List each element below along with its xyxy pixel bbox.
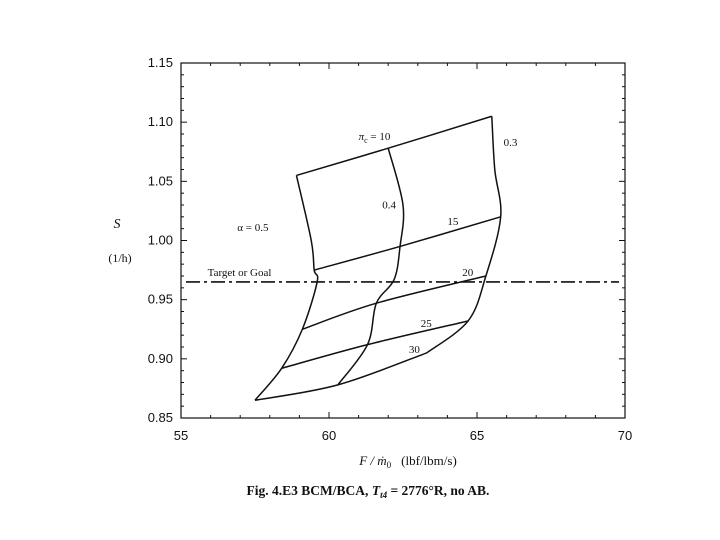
pressure-ratio-curve [314, 216, 501, 271]
y-tick-label: 1.05 [148, 173, 173, 188]
pi-label-25: 25 [421, 318, 433, 330]
y-tick-label: 0.85 [148, 410, 173, 425]
plot-frame [180, 62, 626, 419]
pi-label-15: 15 [447, 216, 459, 228]
caption-prefix: Fig. 4.E3 BCM/BCA, [247, 483, 372, 498]
pi-label-10: πc = 10 [359, 131, 391, 145]
x-tick-label: 65 [470, 428, 484, 443]
pressure-ratio-curve [296, 115, 493, 177]
pressure-ratio-curve [302, 275, 487, 330]
alpha-curve [426, 116, 502, 354]
target-line-group: Target or Goal [186, 267, 619, 283]
target-line-label: Target or Goal [208, 267, 272, 279]
y-tick-label: 1.00 [148, 233, 173, 248]
x-tick-label: 55 [174, 428, 188, 443]
x-axis-symbol: F / ṁ [358, 453, 386, 468]
x-axis-units: (lbf/lbm/s) [401, 453, 457, 468]
x-axis-subscript: 0 [387, 460, 392, 470]
x-tick-label: 60 [322, 428, 336, 443]
pi-label-30: 30 [409, 344, 421, 356]
pi-label-20: 20 [462, 267, 474, 279]
y-tick-label: 1.15 [148, 55, 173, 70]
caption-t-subscript: t4 [380, 490, 388, 500]
y-tick-label: 0.95 [148, 292, 173, 307]
x-axis-label: F / ṁ0 (lbf/lbm/s) [358, 453, 457, 470]
alpha-label-0-5: α = 0.5 [237, 222, 269, 234]
alpha-label-0-3: 0.3 [504, 137, 518, 149]
figure-caption: Fig. 4.E3 BCM/BCA, Tt4 = 2776°R, no AB. [247, 483, 490, 500]
y-tick-label: 0.90 [148, 351, 173, 366]
tick-labels: 55 60 65 70 0.85 0.90 0.95 1.00 1.05 1.10 1.15 [148, 55, 633, 443]
pressure-ratio-curve [281, 320, 469, 370]
curves: α = 0.5 0.4 0.3 πc = 10 15 20 25 30 [237, 115, 518, 401]
x-tick-label: 70 [618, 428, 632, 443]
y-axis-units: (1/h) [108, 251, 131, 265]
alpha-label-0-4: 0.4 [382, 200, 396, 212]
y-tick-label: 1.10 [148, 114, 173, 129]
caption-t-symbol: T [372, 483, 381, 498]
y-axis-symbol: S [114, 217, 121, 232]
caption-suffix: = 2776°R, no AB. [387, 483, 489, 498]
tick-marks [180, 62, 626, 419]
pressure-ratio-curve [254, 352, 427, 401]
